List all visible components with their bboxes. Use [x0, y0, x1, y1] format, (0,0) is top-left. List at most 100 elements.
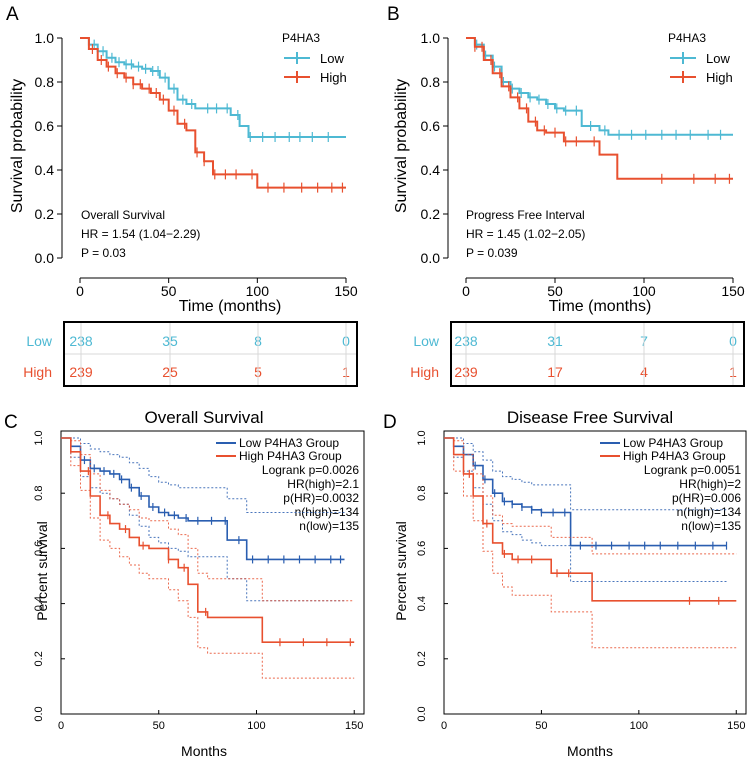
- panel-b-x-label: Time (months): [549, 298, 652, 315]
- panel-a: Survival probability Time (months) P4HA3…: [9, 31, 358, 387]
- panel-c-y-tick-label: 0.4: [33, 596, 45, 611]
- panel-c-y-tick-label: 0.0: [33, 706, 45, 721]
- panel-b-annotation-p: P = 0.039: [466, 246, 518, 260]
- panel-c-x-tick-label: 100: [247, 720, 265, 732]
- panel-d-stat-logrank: Logrank p=0.0051: [644, 463, 741, 477]
- panel-d: Disease Free Survival Percent survival M…: [393, 408, 747, 759]
- panel-c-low-ci-lower: [61, 437, 345, 602]
- panel-d-stat-phr: p(HR)=0.006: [672, 491, 741, 505]
- panel-c-x-label: Months: [181, 743, 227, 759]
- panel-d-plot-frame: [443, 430, 747, 715]
- panel-a-plot: 0 50 100 150 0.0 0.2 0.4 0.6 0.8 1.0: [35, 30, 358, 385]
- panel-d-y-label: Percent survival: [393, 521, 409, 621]
- panel-d-plot: 0 50 100 150 0.0 0.2 0.4 0.6 0.8 1.0: [416, 430, 745, 732]
- panel-b-annotation-title: Progress Free Interval: [466, 208, 585, 222]
- panel-d-y-tick-label: 0.0: [416, 706, 428, 721]
- panel-b-legend-low-marker: [670, 52, 696, 64]
- panel-b-plot: 0 50 100 150 0.0 0.2 0.4 0.6 0.8 1.0: [421, 30, 745, 385]
- panel-d-legend-low: Low P4HA3 Group: [623, 436, 723, 450]
- panel-a-legend-low: Low: [320, 51, 344, 66]
- panel-a-risk-group-high: High: [23, 364, 52, 380]
- panel-a-risk-table-box: [63, 321, 358, 387]
- panel-b-y-tick-label: 0.0: [421, 250, 441, 266]
- panel-b-y-tick-label: 0.2: [421, 206, 441, 222]
- panel-b-legend-low: Low: [706, 51, 730, 66]
- panel-d-legend-high: High P4HA3 Group: [623, 449, 726, 463]
- panel-a-y-label: Survival probability: [9, 79, 26, 213]
- panel-a-annotation-title: Overall Survival: [81, 208, 165, 222]
- panel-label-a: A: [6, 4, 19, 25]
- panel-b-risk-group-high: High: [410, 364, 439, 380]
- panel-c: Overall Survival Percent survival Months…: [34, 408, 365, 759]
- panel-a-legend-low-marker: [284, 52, 310, 64]
- panel-b-legend-high: High: [706, 70, 733, 85]
- panel-b-y-tick-label: 0.6: [421, 118, 441, 134]
- panel-a-x-tick-label: 100: [246, 283, 270, 299]
- panel-a-y-tick-label: 1.0: [35, 30, 55, 46]
- panel-b-legend-title: P4HA3: [668, 31, 706, 45]
- panel-a-y-tick-label: 0.4: [35, 162, 55, 178]
- panel-c-stat-hr: HR(high)=2.1: [287, 477, 359, 491]
- panel-b-risk-table-box: [450, 321, 745, 387]
- panel-b-x-tick-label: 50: [547, 283, 563, 299]
- panel-b-y-tick-label: 0.8: [421, 74, 441, 90]
- panel-b-x-tick-label: 100: [632, 283, 656, 299]
- panel-d-high-ci-upper: [444, 437, 737, 555]
- panel-a-y-tick-label: 0.2: [35, 206, 55, 222]
- panel-b: Survival probability Time (months) P4HA3…: [393, 31, 745, 387]
- panel-a-x-tick-label: 150: [334, 283, 358, 299]
- panel-d-y-tick-label: 0.6: [416, 541, 428, 556]
- panel-c-y-tick-label: 0.2: [33, 651, 45, 666]
- panel-c-stat-logrank: Logrank p=0.0026: [262, 463, 359, 477]
- panel-d-x-tick-label: 150: [727, 720, 745, 732]
- panel-a-legend-high: High: [320, 70, 347, 85]
- panel-a-y-tick-label: 0.0: [35, 250, 55, 266]
- panel-b-y-tick-label: 1.0: [421, 30, 441, 46]
- panel-b-risk-group-low: Low: [413, 333, 440, 349]
- panel-d-y-tick-label: 0.2: [416, 651, 428, 666]
- panel-d-x-tick-label: 50: [535, 720, 547, 732]
- panel-c-x-tick-label: 150: [345, 720, 363, 732]
- panel-d-high-ci-lower: [444, 437, 737, 649]
- panel-c-high-survival-curve: [61, 437, 355, 643]
- panel-label-c: C: [4, 412, 18, 433]
- panel-c-low-survival-curve: [61, 437, 345, 561]
- panel-c-x-tick-label: 0: [58, 720, 64, 732]
- panel-c-high-ci-upper: [61, 437, 355, 602]
- panel-d-low-ci-lower: [444, 437, 727, 582]
- panel-a-x-label: Time (months): [179, 298, 282, 315]
- panel-c-y-tick-label: 0.8: [33, 486, 45, 501]
- panel-a-legend-high-marker: [284, 71, 310, 83]
- panel-d-title: Disease Free Survival: [507, 408, 673, 427]
- panel-a-high-survival-curve: [80, 37, 346, 189]
- panel-d-stat-nlow: n(low)=135: [681, 519, 741, 533]
- panel-c-stat-nlow: n(low)=135: [299, 519, 359, 533]
- panel-d-stat-hr: HR(high)=2: [679, 477, 741, 491]
- panel-a-x-tick-label: 0: [76, 283, 84, 299]
- panel-a-y-tick-label: 0.6: [35, 118, 55, 134]
- panel-b-y-label: Survival probability: [393, 79, 410, 213]
- panel-c-plot-frame: [60, 430, 365, 715]
- panel-a-annotation-p: P = 0.03: [81, 246, 126, 260]
- panel-c-y-tick-label: 0.6: [33, 541, 45, 556]
- panel-d-x-tick-label: 100: [630, 720, 648, 732]
- panel-d-stat-nhigh: n(high)=134: [677, 505, 742, 519]
- panel-d-y-tick-label: 0.8: [416, 486, 428, 501]
- panel-a-y-tick-label: 0.8: [35, 74, 55, 90]
- panel-label-d: D: [383, 412, 397, 433]
- panel-label-b: B: [387, 4, 400, 25]
- panel-c-legend-high: High P4HA3 Group: [239, 449, 342, 463]
- panel-c-stat-phr: p(HR)=0.0032: [283, 491, 359, 505]
- panel-d-high-survival-curve: [444, 437, 737, 602]
- panel-b-y-tick-label: 0.4: [421, 162, 441, 178]
- panel-d-x-tick-label: 0: [441, 720, 447, 732]
- panel-c-plot: 0 50 100 150 0.0 0.2 0.4 0.6 0.8 1.0: [33, 430, 363, 732]
- panel-c-x-tick-label: 50: [153, 720, 165, 732]
- panel-c-y-label: Percent survival: [34, 521, 50, 621]
- panel-c-title: Overall Survival: [144, 408, 263, 427]
- panel-b-x-tick-label: 150: [721, 283, 745, 299]
- panel-b-high-survival-curve: [466, 37, 733, 180]
- panel-b-x-tick-label: 0: [462, 283, 470, 299]
- panel-a-low-survival-curve: [80, 37, 346, 138]
